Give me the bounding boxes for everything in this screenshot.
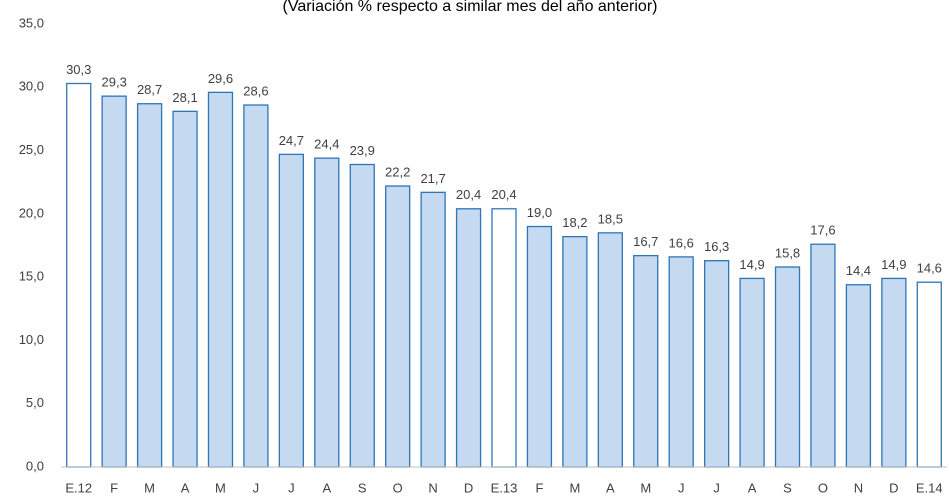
y-tick-label: 0,0: [26, 458, 44, 473]
data-label: 15,8: [775, 245, 800, 260]
y-tick-label: 20,0: [19, 205, 44, 220]
y-tick-label: 10,0: [19, 332, 44, 347]
bar: [916, 281, 942, 468]
bar: [491, 208, 517, 468]
x-tick-label: D: [889, 480, 898, 495]
data-label: 28,1: [172, 90, 197, 105]
data-label: 23,9: [350, 143, 375, 158]
x-tick-label: N: [428, 480, 437, 495]
y-tick-label: 25,0: [19, 142, 44, 157]
x-tick-label: D: [464, 480, 473, 495]
x-tick-label: M: [144, 480, 155, 495]
data-label: 16,7: [633, 234, 658, 249]
data-label: 16,6: [669, 235, 694, 250]
data-label: 24,4: [314, 137, 339, 152]
bar: [774, 266, 801, 468]
x-tick-label: N: [854, 480, 863, 495]
data-label: 29,6: [208, 71, 233, 86]
x-tick-label: S: [358, 480, 367, 495]
data-label: 28,7: [137, 82, 162, 97]
x-tick-label: A: [181, 480, 190, 495]
data-label: 22,2: [385, 164, 410, 179]
data-label: 18,5: [598, 211, 623, 226]
data-label: 30,3: [66, 62, 91, 77]
x-tick-label: M: [215, 480, 226, 495]
data-label: 16,3: [704, 239, 729, 254]
y-tick-label: 5,0: [26, 395, 44, 410]
data-label: 21,7: [420, 171, 445, 186]
bar: [881, 277, 907, 468]
x-tick-label: E.14: [916, 480, 943, 495]
data-label: 17,6: [810, 223, 835, 238]
bar: [136, 103, 163, 468]
bar: [101, 95, 127, 468]
x-tick-label: O: [818, 480, 828, 495]
bar: [455, 208, 482, 468]
bar: [385, 185, 411, 468]
x-tick-label: O: [393, 480, 403, 495]
bar: [597, 232, 623, 468]
data-label: 28,6: [243, 83, 268, 98]
bar: [420, 191, 446, 468]
x-tick-label: J: [288, 480, 295, 495]
data-label: 29,3: [102, 75, 127, 90]
x-tick-label: E.13: [491, 480, 518, 495]
y-tick-label: 35,0: [19, 15, 44, 30]
chart-subtitle: (Variación % respecto a similar mes del …: [283, 0, 658, 15]
x-tick-label: J: [678, 480, 685, 495]
data-label: 14,4: [846, 263, 871, 278]
bar: [633, 254, 659, 468]
data-label: 14,9: [881, 257, 906, 272]
bar: [349, 163, 375, 468]
bar: [668, 256, 694, 468]
x-tick-label: A: [322, 480, 331, 495]
x-tick-label: A: [748, 480, 757, 495]
bar: [243, 104, 269, 468]
x-tick-label: F: [535, 480, 543, 495]
data-label: 14,9: [739, 257, 764, 272]
bar: [703, 260, 730, 468]
x-tick-label: J: [713, 480, 720, 495]
bar: [66, 82, 92, 468]
y-tick-label: 30,0: [19, 79, 44, 94]
data-label: 14,6: [917, 261, 942, 276]
x-tick-label: F: [110, 480, 118, 495]
x-tick-label: S: [783, 480, 792, 495]
x-tick-label: M: [569, 480, 580, 495]
x-tick-label: M: [640, 480, 651, 495]
y-tick-label: 15,0: [19, 269, 44, 284]
data-label: 19,0: [527, 205, 552, 220]
bar: [278, 153, 305, 468]
bar: [739, 277, 765, 468]
bar: [845, 284, 872, 468]
bar: [526, 225, 553, 468]
x-tick-label: E.12: [65, 480, 92, 495]
bar: [207, 91, 234, 468]
x-tick-label: A: [606, 480, 615, 495]
data-label: 20,4: [456, 187, 481, 202]
bar: [562, 235, 588, 468]
bar: [314, 157, 340, 468]
bar: [810, 243, 836, 468]
data-label: 24,7: [279, 133, 304, 148]
data-label: 20,4: [491, 187, 516, 202]
bar: [172, 110, 198, 468]
data-label: 18,2: [562, 215, 587, 230]
x-tick-label: J: [253, 480, 260, 495]
